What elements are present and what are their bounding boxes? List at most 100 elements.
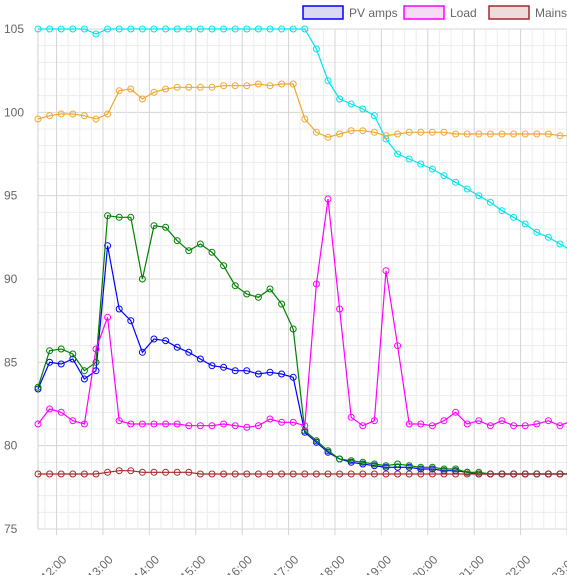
data-point <box>301 470 309 478</box>
data-point <box>57 345 65 353</box>
data-point <box>243 290 251 298</box>
data-point <box>486 422 494 430</box>
series-2 <box>34 195 567 431</box>
data-point <box>185 348 193 356</box>
data-point <box>138 275 146 283</box>
data-point <box>138 348 146 356</box>
x-tick-label: 15:00 <box>177 552 208 575</box>
data-point <box>46 405 54 413</box>
legend-item[interactable]: PV amps <box>302 5 398 20</box>
data-point <box>162 337 170 345</box>
data-point <box>544 130 552 138</box>
data-point <box>220 25 228 33</box>
data-point <box>57 110 65 118</box>
data-point <box>127 467 135 475</box>
data-point <box>440 128 448 136</box>
data-point <box>254 293 262 301</box>
x-tick-label: 13:00 <box>85 552 116 575</box>
data-point <box>498 417 506 425</box>
data-point <box>185 247 193 255</box>
data-point <box>347 470 355 478</box>
data-point <box>510 470 518 478</box>
data-point <box>46 347 54 355</box>
data-point <box>510 213 518 221</box>
data-point <box>243 367 251 375</box>
data-point <box>69 110 77 118</box>
data-point <box>475 130 483 138</box>
data-point <box>405 462 413 470</box>
data-point <box>278 80 286 88</box>
data-point <box>452 465 460 473</box>
data-point <box>394 470 402 478</box>
data-point <box>196 355 204 363</box>
data-point <box>150 25 158 33</box>
data-point <box>92 345 100 353</box>
data-point <box>185 25 193 33</box>
data-point <box>104 242 112 250</box>
legend[interactable]: PV amps Load Mains <box>302 5 567 20</box>
data-point <box>266 25 274 33</box>
data-point <box>173 237 181 245</box>
data-point <box>510 130 518 138</box>
data-point <box>46 358 54 366</box>
data-point <box>440 465 448 473</box>
data-point <box>475 417 483 425</box>
data-point <box>301 25 309 33</box>
x-tick-label: 22:00 <box>502 552 533 575</box>
data-point <box>69 25 77 33</box>
data-point <box>127 317 135 325</box>
data-point <box>452 178 460 186</box>
data-point <box>359 422 367 430</box>
data-point <box>475 470 483 478</box>
data-point <box>347 127 355 135</box>
data-point <box>162 223 170 231</box>
data-point <box>417 470 425 478</box>
x-tick-label: 14:00 <box>131 552 162 575</box>
data-point <box>533 228 541 236</box>
data-point <box>417 128 425 136</box>
legend-swatch <box>488 5 530 20</box>
data-point <box>301 115 309 123</box>
data-point <box>208 248 216 256</box>
data-point <box>127 213 135 221</box>
data-point <box>173 83 181 91</box>
data-point <box>324 133 332 141</box>
data-point <box>34 383 42 391</box>
data-point <box>138 95 146 103</box>
legend-label: Mains <box>535 6 567 20</box>
data-point <box>301 422 309 430</box>
data-point <box>289 373 297 381</box>
data-point <box>150 420 158 428</box>
legend-item[interactable]: Mains <box>488 5 567 20</box>
x-tick-label: 17:00 <box>270 552 301 575</box>
data-point <box>254 422 262 430</box>
legend-item[interactable]: Load <box>403 5 477 20</box>
data-point <box>220 470 228 478</box>
data-point <box>428 128 436 136</box>
data-point <box>336 95 344 103</box>
data-point <box>324 195 332 203</box>
data-point <box>162 25 170 33</box>
data-point <box>428 165 436 173</box>
data-point <box>312 280 320 288</box>
data-point <box>196 83 204 91</box>
data-point <box>347 100 355 108</box>
legend-swatch <box>302 5 344 20</box>
data-point <box>220 82 228 90</box>
data-point <box>69 417 77 425</box>
series-3 <box>34 467 567 478</box>
data-point <box>220 420 228 428</box>
grid <box>38 28 567 535</box>
data-point <box>80 367 88 375</box>
data-point <box>359 127 367 135</box>
data-point <box>440 470 448 478</box>
data-point <box>115 87 123 95</box>
data-point <box>289 418 297 426</box>
x-tick-label: 19:00 <box>363 552 394 575</box>
data-point <box>138 25 146 33</box>
x-tick-label: 16:00 <box>224 552 255 575</box>
data-point <box>185 422 193 430</box>
data-point <box>162 468 170 476</box>
data-point <box>417 420 425 428</box>
data-point <box>289 325 297 333</box>
